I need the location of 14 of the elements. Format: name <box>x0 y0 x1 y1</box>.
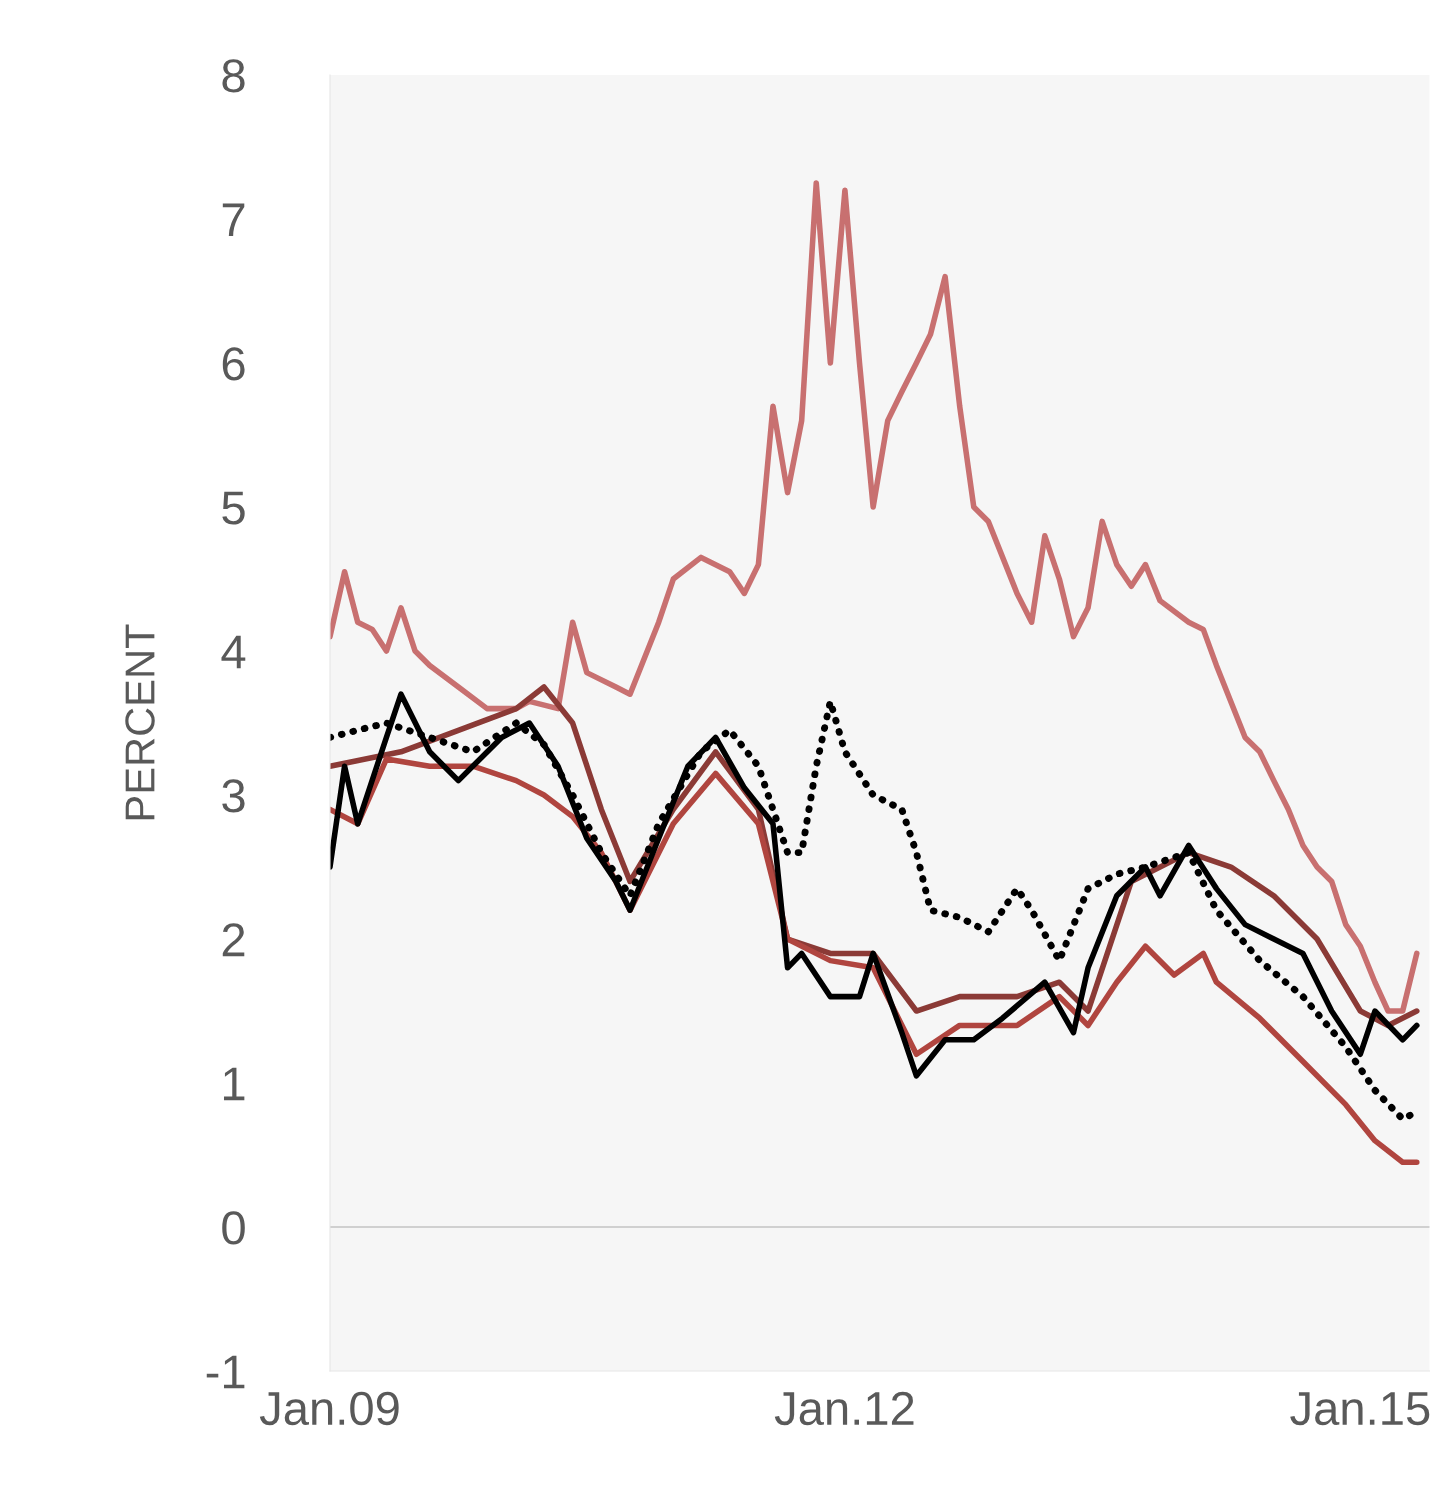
y-tick-label: 0 <box>222 1211 245 1245</box>
y-tick-label: -1 <box>206 1355 245 1389</box>
y-tick-label: 8 <box>222 59 245 93</box>
y-tick-label: 4 <box>221 635 246 669</box>
x-tick-label: Jan.09 <box>259 1391 399 1426</box>
y-tick-label: 6 <box>222 347 245 381</box>
y-tick-label: 5 <box>222 491 245 525</box>
y-tick-label: 3 <box>222 779 245 813</box>
x-tick-label: Jan.12 <box>774 1391 914 1426</box>
y-tick-label: 2 <box>222 923 245 957</box>
y-tick-label: 1 <box>224 1067 245 1101</box>
y-tick-label: 7 <box>222 203 245 237</box>
y-axis-title: PERCENT <box>125 624 155 820</box>
x-tick-label: Jan.15 <box>1290 1392 1430 1426</box>
